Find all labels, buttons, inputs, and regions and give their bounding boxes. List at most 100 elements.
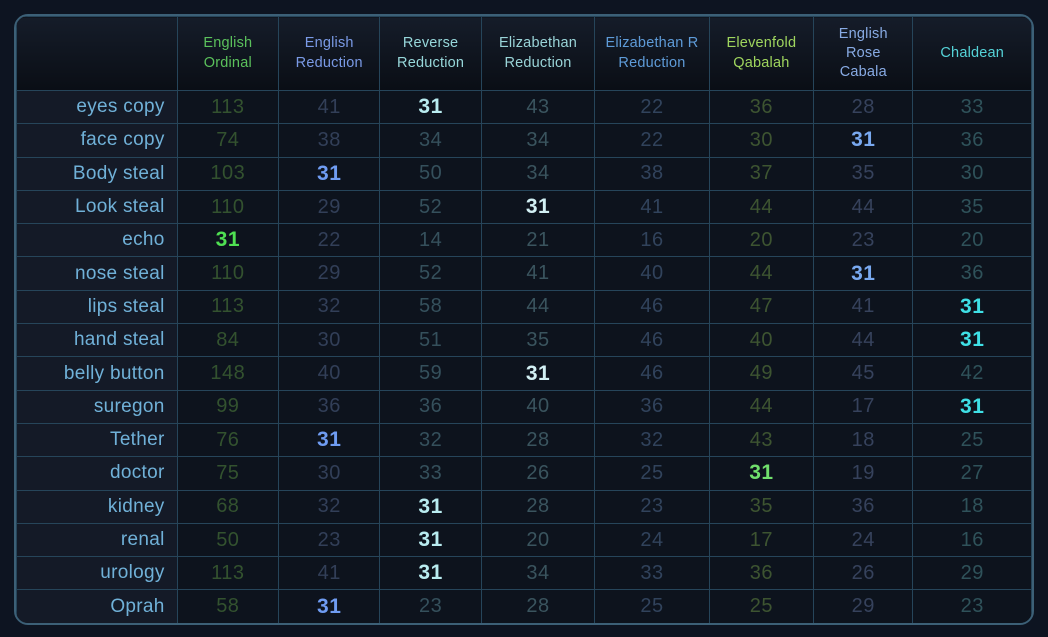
value-cell[interactable]: 50 — [176, 522, 280, 558]
column-header-english-reduction[interactable]: English Reduction — [278, 16, 381, 91]
value-cell[interactable]: 42 — [912, 356, 1032, 391]
highlighted-value-cell[interactable]: 31 — [708, 456, 815, 491]
value-cell[interactable]: 16 — [594, 223, 710, 258]
value-cell[interactable]: 44 — [813, 323, 914, 358]
value-cell[interactable]: 28 — [813, 89, 914, 125]
value-cell[interactable]: 46 — [594, 356, 710, 391]
value-cell[interactable]: 24 — [594, 522, 710, 558]
highlighted-value-cell[interactable]: 31 — [480, 189, 596, 225]
value-cell[interactable]: 28 — [480, 422, 596, 458]
value-cell[interactable]: 29 — [912, 556, 1032, 591]
value-cell[interactable]: 32 — [379, 422, 482, 458]
column-header-elevenfold-qabalah[interactable]: Elevenfold Qabalah — [708, 16, 815, 91]
value-cell[interactable]: 113 — [176, 289, 280, 325]
value-cell[interactable]: 74 — [176, 123, 280, 158]
value-cell[interactable]: 148 — [176, 356, 280, 391]
highlighted-value-cell[interactable]: 31 — [912, 289, 1032, 325]
value-cell[interactable]: 34 — [480, 123, 596, 158]
value-cell[interactable]: 46 — [594, 323, 710, 358]
highlighted-value-cell[interactable]: 31 — [379, 89, 482, 125]
value-cell[interactable]: 22 — [278, 223, 381, 258]
row-label[interactable]: belly button — [16, 356, 178, 391]
value-cell[interactable]: 41 — [278, 556, 381, 591]
highlighted-value-cell[interactable]: 31 — [278, 156, 381, 191]
value-cell[interactable]: 103 — [176, 156, 280, 191]
value-cell[interactable]: 26 — [480, 456, 596, 491]
value-cell[interactable]: 32 — [594, 422, 710, 458]
value-cell[interactable]: 20 — [480, 522, 596, 558]
value-cell[interactable]: 35 — [912, 189, 1032, 225]
value-cell[interactable]: 29 — [278, 256, 381, 291]
value-cell[interactable]: 18 — [813, 422, 914, 458]
column-header-english-rose-cabala[interactable]: English Rose Cabala — [813, 16, 914, 91]
highlighted-value-cell[interactable]: 31 — [278, 589, 381, 623]
value-cell[interactable]: 20 — [912, 223, 1032, 258]
value-cell[interactable]: 49 — [708, 356, 815, 391]
value-cell[interactable]: 17 — [813, 389, 914, 424]
row-label[interactable]: Look steal — [16, 189, 178, 225]
value-cell[interactable]: 23 — [379, 589, 482, 623]
value-cell[interactable]: 41 — [813, 289, 914, 325]
value-cell[interactable]: 34 — [379, 123, 482, 158]
value-cell[interactable]: 35 — [813, 156, 914, 191]
row-label[interactable]: doctor — [16, 456, 178, 491]
value-cell[interactable]: 35 — [708, 489, 815, 524]
value-cell[interactable]: 35 — [480, 323, 596, 358]
value-cell[interactable]: 36 — [278, 389, 381, 424]
value-cell[interactable]: 32 — [278, 489, 381, 524]
value-cell[interactable]: 40 — [708, 323, 815, 358]
value-cell[interactable]: 36 — [379, 389, 482, 424]
row-label[interactable]: face copy — [16, 123, 178, 158]
value-cell[interactable]: 36 — [594, 389, 710, 424]
value-cell[interactable]: 40 — [594, 256, 710, 291]
value-cell[interactable]: 50 — [379, 156, 482, 191]
value-cell[interactable]: 26 — [813, 556, 914, 591]
row-label[interactable]: urology — [16, 556, 178, 591]
row-label[interactable]: eyes copy — [16, 89, 178, 125]
highlighted-value-cell[interactable]: 31 — [912, 389, 1032, 424]
value-cell[interactable]: 30 — [278, 456, 381, 491]
value-cell[interactable]: 52 — [379, 189, 482, 225]
value-cell[interactable]: 21 — [480, 223, 596, 258]
column-header-reverse-reduction[interactable]: Reverse Reduction — [379, 16, 482, 91]
column-header-english-ordinal[interactable]: English Ordinal — [176, 16, 280, 91]
value-cell[interactable]: 24 — [813, 522, 914, 558]
row-label[interactable]: Body steal — [16, 156, 178, 191]
value-cell[interactable]: 18 — [912, 489, 1032, 524]
value-cell[interactable]: 29 — [813, 589, 914, 623]
value-cell[interactable]: 14 — [379, 223, 482, 258]
value-cell[interactable]: 30 — [278, 323, 381, 358]
value-cell[interactable]: 34 — [480, 156, 596, 191]
value-cell[interactable]: 75 — [176, 456, 280, 491]
value-cell[interactable]: 32 — [278, 289, 381, 325]
value-cell[interactable]: 38 — [278, 123, 381, 158]
row-label[interactable]: renal — [16, 522, 178, 558]
value-cell[interactable]: 16 — [912, 522, 1032, 558]
value-cell[interactable]: 58 — [379, 289, 482, 325]
value-cell[interactable]: 44 — [708, 189, 815, 225]
value-cell[interactable]: 34 — [480, 556, 596, 591]
value-cell[interactable]: 113 — [176, 89, 280, 125]
value-cell[interactable]: 36 — [708, 556, 815, 591]
value-cell[interactable]: 30 — [708, 123, 815, 158]
value-cell[interactable]: 43 — [708, 422, 815, 458]
value-cell[interactable]: 110 — [176, 189, 280, 225]
row-label[interactable]: kidney — [16, 489, 178, 524]
value-cell[interactable]: 19 — [813, 456, 914, 491]
value-cell[interactable]: 33 — [379, 456, 482, 491]
row-label[interactable]: lips steal — [16, 289, 178, 325]
value-cell[interactable]: 25 — [594, 589, 710, 623]
highlighted-value-cell[interactable]: 31 — [480, 356, 596, 391]
value-cell[interactable]: 44 — [708, 256, 815, 291]
column-header-elizabethan-r-reduction[interactable]: Elizabethan R Reduction — [594, 16, 710, 91]
highlighted-value-cell[interactable]: 31 — [379, 489, 482, 524]
highlighted-value-cell[interactable]: 31 — [813, 123, 914, 158]
value-cell[interactable]: 33 — [912, 89, 1032, 125]
row-label[interactable]: suregon — [16, 389, 178, 424]
highlighted-value-cell[interactable]: 31 — [813, 256, 914, 291]
value-cell[interactable]: 76 — [176, 422, 280, 458]
value-cell[interactable]: 20 — [708, 223, 815, 258]
value-cell[interactable]: 44 — [813, 189, 914, 225]
value-cell[interactable]: 25 — [912, 422, 1032, 458]
value-cell[interactable]: 41 — [480, 256, 596, 291]
